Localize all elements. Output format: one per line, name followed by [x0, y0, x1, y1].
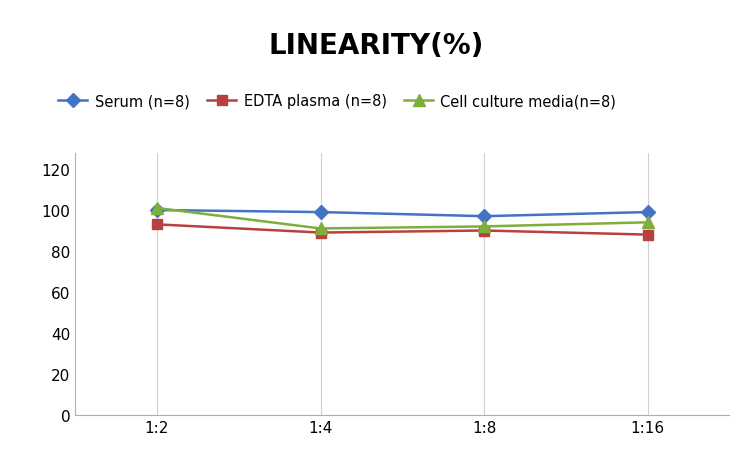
Cell culture media(n=8) — [153, 206, 162, 211]
Cell culture media(n=8) — [480, 224, 489, 230]
EDTA plasma (n=8) — [480, 228, 489, 234]
EDTA plasma (n=8) — [643, 232, 652, 238]
Cell culture media(n=8) — [316, 226, 325, 232]
Serum (n=8) — [480, 214, 489, 219]
Line: Serum (n=8): Serum (n=8) — [152, 206, 653, 221]
Serum (n=8) — [153, 208, 162, 213]
Cell culture media(n=8) — [643, 220, 652, 226]
Line: Cell culture media(n=8): Cell culture media(n=8) — [151, 203, 653, 235]
Text: LINEARITY(%): LINEARITY(%) — [268, 32, 484, 60]
Serum (n=8) — [643, 210, 652, 215]
EDTA plasma (n=8) — [316, 230, 325, 236]
Line: EDTA plasma (n=8): EDTA plasma (n=8) — [152, 220, 653, 240]
Legend: Serum (n=8), EDTA plasma (n=8), Cell culture media(n=8): Serum (n=8), EDTA plasma (n=8), Cell cul… — [53, 88, 622, 115]
Serum (n=8) — [316, 210, 325, 215]
EDTA plasma (n=8) — [153, 222, 162, 228]
